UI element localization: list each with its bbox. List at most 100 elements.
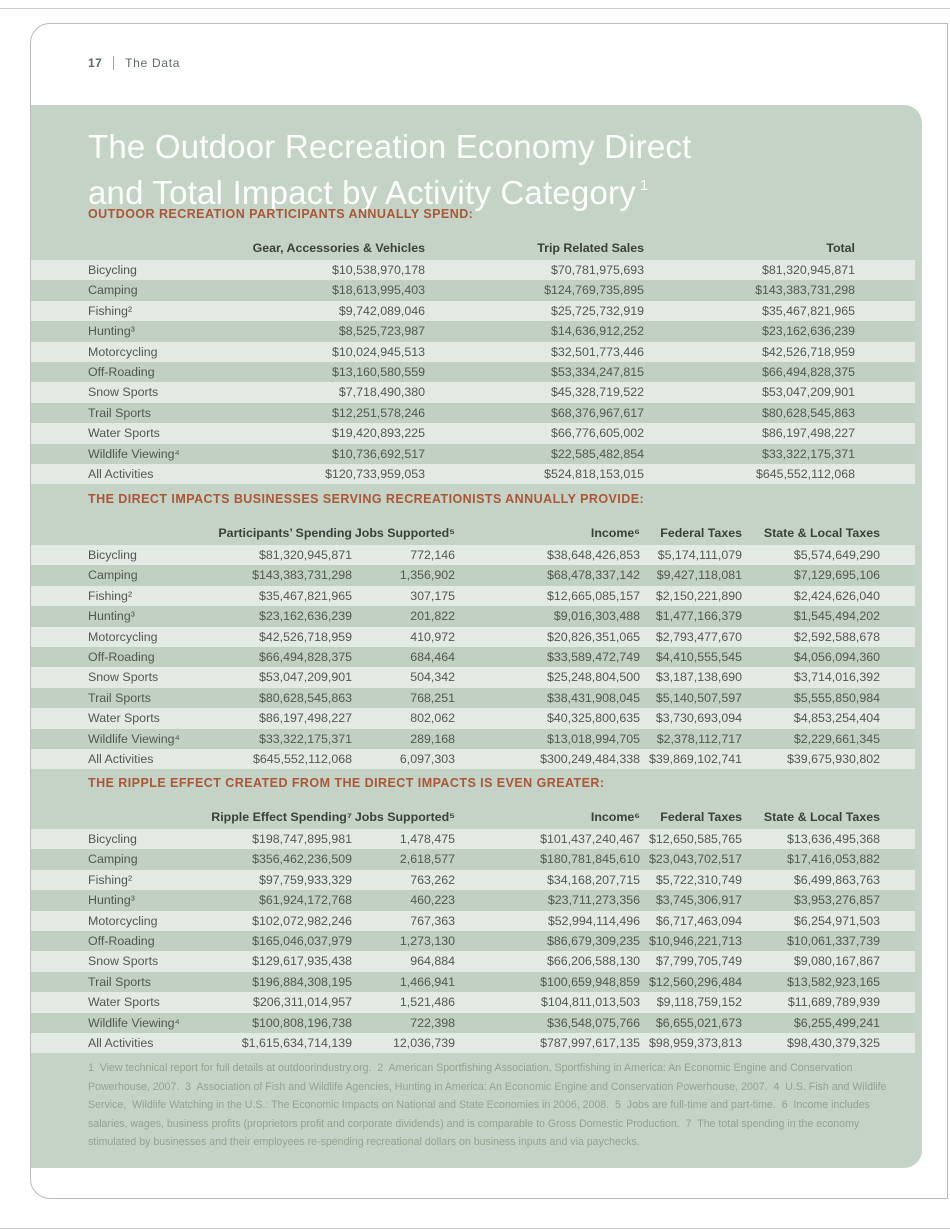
row-label: Fishing² xyxy=(31,585,171,607)
cell-value: $98,430,379,325 xyxy=(742,1033,880,1054)
table-row: Water Sports $86,197,498,227 802,062 $40,32… xyxy=(31,708,915,729)
spacer xyxy=(880,910,915,932)
page-title: The Outdoor Recreation Economy Direct and… xyxy=(88,127,692,212)
row-label: Off-Roading xyxy=(31,931,171,952)
cell-value: $23,043,702,517 xyxy=(640,849,742,870)
table-section-direct-impacts: THE DIRECT IMPACTS BUSINESSES SERVING RE… xyxy=(31,493,915,770)
column-header: Participants’ Spending xyxy=(218,526,352,540)
spacer xyxy=(855,423,915,444)
cell-value: $38,648,426,853 xyxy=(455,545,640,566)
cell-value: $6,655,021,673 xyxy=(640,1012,742,1034)
table-row: Off-Roading $13,160,580,559 $53,334,247,81… xyxy=(31,362,915,383)
cell-value: $645,552,112,068 xyxy=(171,749,352,770)
cell-value: $66,494,828,375 xyxy=(644,362,855,383)
title-superscript: 1 xyxy=(639,177,649,194)
cell-value: $11,689,789,939 xyxy=(742,992,880,1013)
cell-value: $10,538,970,178 xyxy=(211,260,425,281)
cell-value: 6,097,303 xyxy=(352,749,455,770)
row-label: Hunting³ xyxy=(31,321,211,342)
cell-value: $3,187,138,690 xyxy=(640,667,742,688)
cell-value: $102,072,982,246 xyxy=(171,910,352,932)
cell-value: $80,628,545,863 xyxy=(644,402,855,424)
table-row: Water Sports $19,420,893,225 $66,776,605,0… xyxy=(31,423,915,444)
cell-value: $52,994,114,496 xyxy=(455,910,640,932)
cell-value: $45,328,719,522 xyxy=(425,382,644,403)
cell-value: $104,811,013,503 xyxy=(455,992,640,1013)
page-number: 17 xyxy=(88,56,103,70)
cell-value: $10,946,221,713 xyxy=(640,931,742,952)
spacer xyxy=(855,280,915,301)
cell-value: $2,150,221,890 xyxy=(640,585,742,607)
cell-value: $40,325,800,635 xyxy=(455,708,640,729)
section-label: The Data xyxy=(125,56,181,70)
cell-value: $66,494,828,375 xyxy=(171,647,352,668)
cell-value: $35,467,821,965 xyxy=(171,585,352,607)
cell-value: $165,046,037,979 xyxy=(171,931,352,952)
cell-value: $61,924,172,768 xyxy=(171,890,352,911)
row-label: Water Sports xyxy=(31,708,171,729)
cell-value: $4,056,094,360 xyxy=(742,647,880,668)
cell-value: $9,016,303,488 xyxy=(455,606,640,627)
column-header: Trip Related Sales xyxy=(537,241,644,255)
row-label: Motorcycling xyxy=(31,626,171,648)
table-row: Wildlife Viewing⁴ $100,808,196,738 722,398… xyxy=(31,1012,915,1034)
column-header-activity xyxy=(31,233,211,260)
cell-value: $143,383,731,298 xyxy=(644,280,855,301)
table-row: Motorcycling $102,072,982,246 767,363 $52,9… xyxy=(31,910,915,932)
cell-value: $81,320,945,871 xyxy=(644,260,855,281)
cell-value: $7,129,695,106 xyxy=(742,565,880,586)
column-header: Jobs Supported⁵ xyxy=(354,810,455,824)
cell-value: $13,582,923,165 xyxy=(742,971,880,993)
cell-value: 802,062 xyxy=(352,708,455,729)
cell-value: $196,884,308,195 xyxy=(171,971,352,993)
row-label: Camping xyxy=(31,280,211,301)
table-row: Camping $143,383,731,298 1,356,902 $68,478,… xyxy=(31,565,915,586)
spacer xyxy=(880,565,915,586)
row-label: Hunting³ xyxy=(31,890,171,911)
section-heading-participants-spend: OUTDOOR RECREATION PARTICIPANTS ANNUALLY… xyxy=(88,207,474,221)
cell-value: 772,146 xyxy=(352,545,455,566)
cell-value: 12,036,739 xyxy=(352,1033,455,1054)
cell-value: $6,254,971,503 xyxy=(742,910,880,932)
spacer xyxy=(855,443,915,465)
cell-value: $86,197,498,227 xyxy=(644,423,855,444)
row-label: Off-Roading xyxy=(31,362,211,383)
top-rule xyxy=(0,8,950,9)
table-row: Trail Sports $196,884,308,195 1,466,941 $10… xyxy=(31,971,915,993)
spacer xyxy=(880,749,915,770)
column-header-activity xyxy=(31,518,171,545)
cell-value: $33,322,175,371 xyxy=(171,728,352,750)
footnotes: 1 View technical report for full details… xyxy=(88,1062,890,1149)
cell-value: $9,118,759,152 xyxy=(640,992,742,1013)
column-header: Ripple Effect Spending⁷ xyxy=(211,810,352,824)
column-header: Total xyxy=(826,241,855,255)
cell-value: 1,466,941 xyxy=(352,971,455,993)
spacer xyxy=(880,667,915,688)
row-label: Trail Sports xyxy=(31,687,171,709)
cell-value: $14,636,912,252 xyxy=(425,321,644,342)
table-row: Bicycling $198,747,895,981 1,478,475 $101,4… xyxy=(31,829,915,850)
table-row: Off-Roading $165,046,037,979 1,273,130 $86,… xyxy=(31,931,915,952)
row-label: Camping xyxy=(31,849,171,870)
cell-value: $66,776,605,002 xyxy=(425,423,644,444)
spacer xyxy=(855,260,915,281)
table-row: Bicycling $81,320,945,871 772,146 $38,648,4… xyxy=(31,545,915,566)
table-row: Wildlife Viewing⁴ $33,322,175,371 289,168 $… xyxy=(31,728,915,750)
data-table-direct-impacts: Participants’ Spending Jobs Supported⁵ Inc… xyxy=(31,518,915,770)
data-table-participants-spend: Gear, Accessories & Vehicles Trip Related… xyxy=(31,233,915,485)
cell-value: $2,229,661,345 xyxy=(742,728,880,750)
spacer xyxy=(855,362,915,383)
spacer xyxy=(880,687,915,709)
table-row: Trail Sports $12,251,578,246 $68,376,967,6… xyxy=(31,402,915,424)
cell-value: $300,249,484,338 xyxy=(455,749,640,770)
table-row: Motorcycling $42,526,718,959 410,972 $20,82… xyxy=(31,626,915,648)
cell-value: $5,140,507,597 xyxy=(640,687,742,709)
cell-value: 2,618,577 xyxy=(352,849,455,870)
cell-value: $12,251,578,246 xyxy=(211,402,425,424)
cell-value: $13,018,994,705 xyxy=(455,728,640,750)
table-row: Snow Sports $7,718,490,380 $45,328,719,522… xyxy=(31,382,915,403)
spacer xyxy=(855,402,915,424)
header-divider xyxy=(113,56,115,70)
table-row: Camping $18,613,995,403 $124,769,735,895 $1… xyxy=(31,280,915,301)
